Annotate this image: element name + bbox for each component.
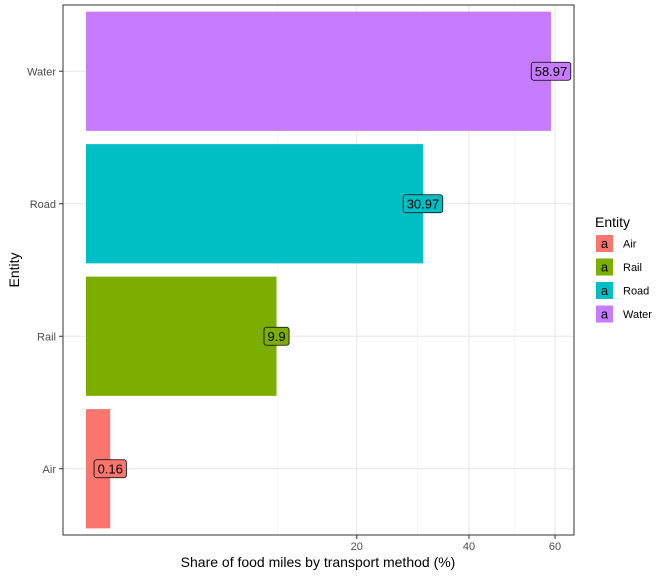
legend-item-water: a Water (596, 305, 652, 323)
data-label-text: 30.97 (407, 196, 440, 211)
x-tick-label: 40 (463, 541, 475, 553)
data-label-text: 0.16 (98, 461, 123, 476)
bar-rail (86, 276, 277, 396)
legend-label: Rail (623, 262, 642, 274)
y-axis-title: Entity (6, 252, 22, 287)
y-tick-label: Rail (37, 331, 56, 343)
x-axis-title: Share of food miles by transport method … (181, 554, 456, 570)
y-tick-label: Air (43, 464, 57, 476)
legend-item-road: a Road (596, 282, 649, 299)
x-tick-label: 20 (351, 541, 363, 553)
legend-key (596, 305, 613, 323)
y-tick-label: Road (30, 199, 56, 211)
plot-panel-border (62, 4, 575, 536)
legend-key (596, 235, 613, 252)
data-label-text: 58.97 (535, 64, 568, 79)
legend-title: Entity (595, 214, 630, 230)
legend-label: Road (623, 286, 649, 298)
data-labels: 0.16 9.9 30.97 58.97 (93, 61, 572, 479)
legend-key-glyph: a (601, 260, 609, 275)
data-label-text: 9.9 (267, 329, 285, 344)
legend-key-glyph: a (601, 236, 609, 251)
legend: Entity a Air a Rail a Road a Water (595, 214, 652, 323)
data-label-box (93, 459, 127, 479)
legend-item-rail: a Rail (596, 258, 642, 276)
legend-item-air: a Air (596, 235, 637, 252)
bar-water (86, 11, 551, 131)
legend-key-glyph: a (601, 307, 609, 322)
data-label-box (530, 61, 572, 81)
x-tick-label: 60 (549, 541, 561, 553)
legend-label: Water (623, 309, 652, 321)
legend-label: Air (623, 239, 637, 251)
y-axis: Air Rail Road Water (27, 66, 63, 476)
legend-key (596, 282, 613, 299)
legend-key-glyph: a (601, 283, 609, 298)
data-label-air: 0.16 (93, 459, 127, 479)
data-label-box (402, 194, 444, 214)
y-tick-label: Water (27, 66, 56, 78)
data-label-rail: 9.9 (263, 326, 290, 346)
legend-key (596, 258, 613, 276)
data-label-water: 58.97 (530, 61, 572, 81)
data-label-box (263, 326, 290, 346)
x-axis: 20 40 60 (351, 535, 561, 553)
data-label-road: 30.97 (402, 194, 444, 214)
bars (86, 11, 551, 529)
bar-road (86, 144, 423, 264)
